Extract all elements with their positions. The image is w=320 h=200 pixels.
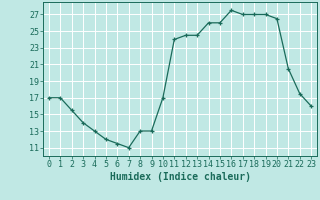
X-axis label: Humidex (Indice chaleur): Humidex (Indice chaleur) (109, 172, 251, 182)
